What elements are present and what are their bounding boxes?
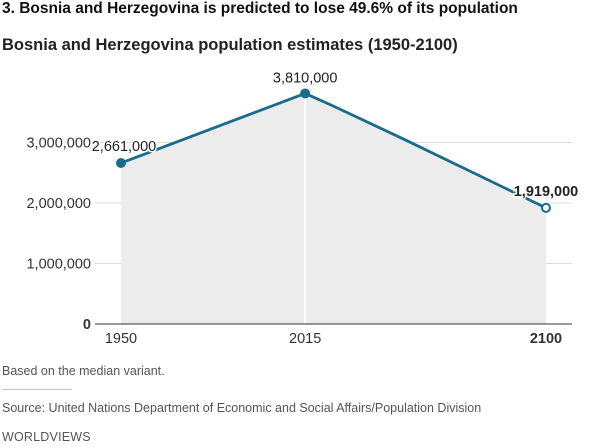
source-text: Source: United Nations Department of Eco… <box>2 401 482 415</box>
data-label: 3,810,000 <box>273 70 338 86</box>
y-tick-label: 3,000,000 <box>26 135 91 151</box>
area-fill <box>121 93 546 324</box>
data-point <box>116 157 126 168</box>
divider <box>2 389 72 390</box>
data-point <box>300 88 311 99</box>
y-tick-label: 1,000,000 <box>26 256 91 272</box>
data-point <box>541 202 551 213</box>
series-line <box>120 92 547 210</box>
chart-note: Based on the median variant. <box>2 364 165 378</box>
chart-title: Bosnia and Herzegovina population estima… <box>2 36 458 54</box>
y-tick-label: 0 <box>83 317 91 333</box>
x-tick-label: 2015 <box>289 331 321 347</box>
credit-text: WORLDVIEWS <box>2 430 91 444</box>
data-label: 2,661,000 <box>92 139 157 155</box>
population-chart: 0 1,000,000 2,000,000 3,000,000 1950 2015 2100… <box>26 69 579 347</box>
data-label: 1,919,000 <box>514 184 579 200</box>
x-tick-label: 1950 <box>105 331 137 347</box>
x-tick-label: 2100 <box>530 331 562 347</box>
headline: 3. Bosnia and Herzegovina is predicted t… <box>2 0 518 17</box>
y-tick-label: 2,000,000 <box>26 196 91 212</box>
